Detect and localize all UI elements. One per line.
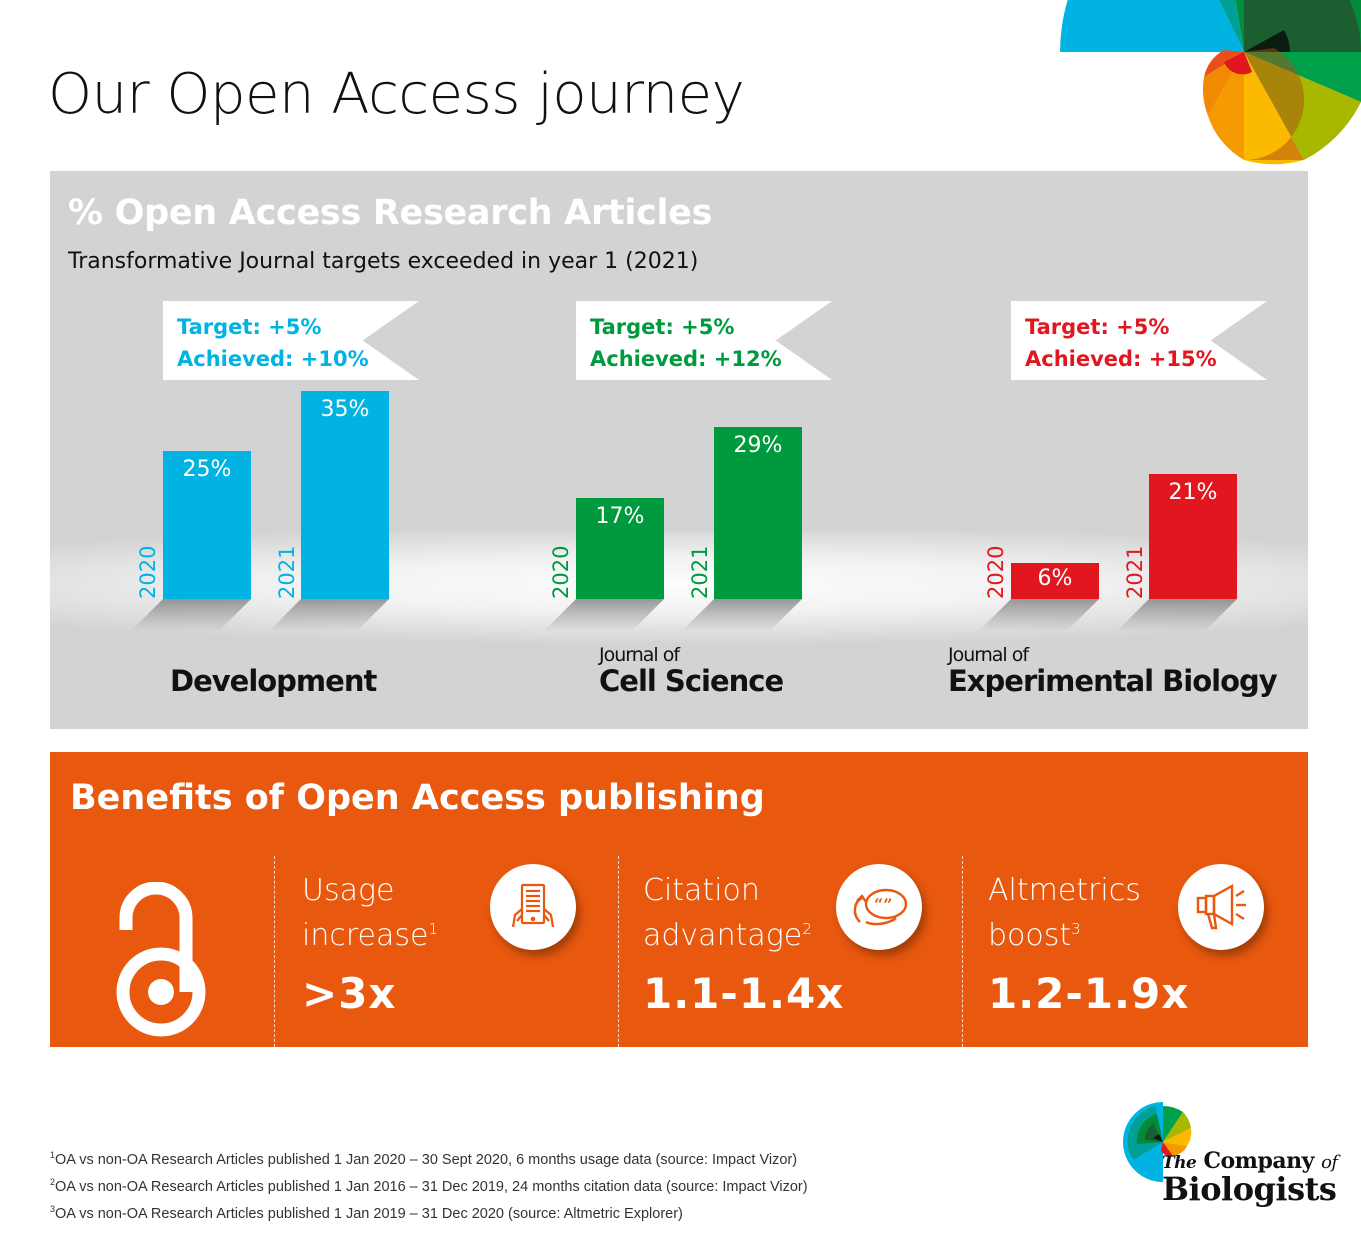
year-label-2020: 2020 bbox=[984, 545, 1008, 599]
bar-value: 17% bbox=[595, 504, 645, 529]
tablet-hands-icon bbox=[490, 864, 576, 950]
bar-value: 35% bbox=[320, 397, 370, 422]
bar-shadow bbox=[1117, 599, 1237, 631]
divider bbox=[962, 856, 963, 1047]
citation-quote-icon: “” bbox=[836, 864, 922, 950]
chart-title: % Open Access Research Articles bbox=[68, 193, 713, 233]
benefits-panel: Benefits of Open Access publishing Usage… bbox=[50, 752, 1308, 1047]
bar-2020: 17% bbox=[576, 498, 664, 599]
benefit-value: >3x bbox=[302, 969, 397, 1018]
bar-2020: 25% bbox=[163, 451, 251, 599]
journal-name-experimental-biology: Journal of Experimental Biology bbox=[948, 644, 1278, 698]
journal-group-cell-science: Target: +5% Achieved: +12% 2020 17% 2021… bbox=[463, 171, 863, 729]
bar-value: 29% bbox=[733, 433, 783, 458]
journal-group-experimental-biology: Target: +5% Achieved: +15% 2020 6% 2021 … bbox=[898, 171, 1308, 729]
footnote-3: 3OA vs non-OA Research Articles publishe… bbox=[50, 1203, 683, 1222]
bar-shadow bbox=[979, 599, 1099, 631]
achieved-text: Achieved: +15% bbox=[1025, 347, 1217, 371]
bar-2021: 29% bbox=[714, 427, 802, 599]
footnote-1: 1OA vs non-OA Research Articles publishe… bbox=[50, 1150, 798, 1168]
journal-name-development: Development bbox=[170, 664, 377, 698]
company-logo-fan-icon bbox=[1060, 0, 1361, 165]
year-label-2020: 2020 bbox=[549, 545, 573, 599]
svg-text:“”: “” bbox=[874, 895, 892, 914]
benefit-value: 1.2-1.9x bbox=[988, 969, 1190, 1018]
bar-shadow bbox=[682, 599, 802, 631]
target-flag: Target: +5% Achieved: +10% bbox=[163, 301, 419, 380]
year-label-2021: 2021 bbox=[275, 545, 299, 599]
bar-value: 25% bbox=[182, 457, 232, 482]
divider bbox=[618, 856, 619, 1047]
target-text: Target: +5% bbox=[1025, 315, 1170, 339]
company-name: The Company of Biologists bbox=[1162, 1148, 1338, 1208]
bar-value: 21% bbox=[1168, 480, 1218, 505]
target-flag: Target: +5% Achieved: +12% bbox=[576, 301, 832, 380]
oa-articles-chart-panel: % Open Access Research Articles Transfor… bbox=[50, 171, 1308, 729]
bar-2021: 35% bbox=[301, 391, 389, 599]
year-label-2021: 2021 bbox=[688, 545, 712, 599]
bar-shadow bbox=[131, 599, 251, 631]
year-label-2020: 2020 bbox=[136, 545, 160, 599]
target-text: Target: +5% bbox=[590, 315, 735, 339]
benefit-altmetrics: Altmetrics boost3 1.2-1.9x bbox=[988, 872, 1189, 1018]
footnote-2: 2OA vs non-OA Research Articles publishe… bbox=[50, 1176, 808, 1195]
benefits-title: Benefits of Open Access publishing bbox=[70, 778, 765, 818]
journal-name-cell-science: Journal of Cell Science bbox=[599, 644, 784, 698]
company-of-biologists-logo-icon bbox=[1123, 1102, 1192, 1182]
chart-subtitle: Transformative Journal targets exceeded … bbox=[68, 249, 699, 274]
benefit-label: Citation advantage2 bbox=[643, 873, 812, 953]
target-text: Target: +5% bbox=[177, 315, 322, 339]
achieved-text: Achieved: +12% bbox=[590, 347, 782, 371]
benefit-value: 1.1-1.4x bbox=[643, 969, 845, 1018]
megaphone-icon bbox=[1178, 864, 1264, 950]
bar-2021: 21% bbox=[1149, 474, 1237, 599]
year-label-2021: 2021 bbox=[1123, 545, 1147, 599]
benefit-label: Usage increase1 bbox=[302, 873, 438, 953]
benefit-usage: Usage increase1 >3x bbox=[302, 872, 438, 1018]
bar-shadow bbox=[544, 599, 664, 631]
divider bbox=[274, 856, 275, 1047]
bar-shadow bbox=[269, 599, 389, 631]
footnotes: 1OA vs non-OA Research Articles publishe… bbox=[50, 1144, 808, 1224]
page-title: Our Open Access journey bbox=[48, 62, 745, 127]
benefit-citation: Citation advantage2 1.1-1.4x bbox=[643, 872, 844, 1018]
bar-value: 6% bbox=[1037, 566, 1073, 591]
achieved-text: Achieved: +10% bbox=[177, 347, 369, 371]
open-access-lock-icon bbox=[116, 882, 206, 1037]
target-flag: Target: +5% Achieved: +15% bbox=[1011, 301, 1267, 380]
benefit-label: Altmetrics boost3 bbox=[988, 873, 1141, 953]
journal-group-development: Target: +5% Achieved: +10% 2020 25% 2021… bbox=[50, 171, 450, 729]
bar-2020: 6% bbox=[1011, 563, 1099, 599]
